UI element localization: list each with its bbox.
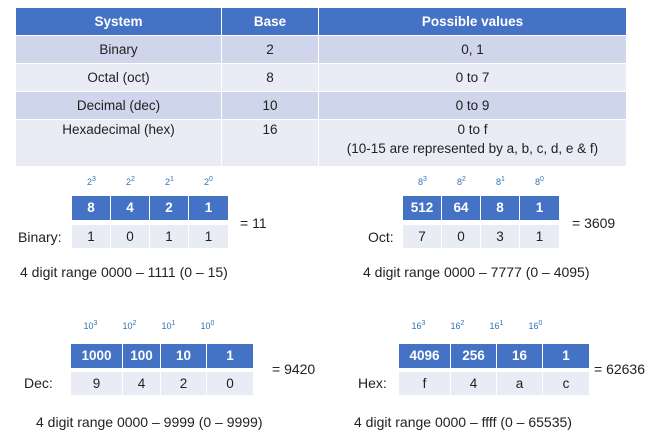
hex-label: Hex: — [358, 375, 387, 391]
table-row: Hexadecimal (hex) 16 0 to f (10-15 are r… — [16, 119, 626, 166]
cell-values: 0 to f (10-15 are represented by a, b, c… — [318, 119, 626, 166]
power-label: 80 — [535, 176, 544, 187]
digit-cell: 4 — [451, 371, 497, 395]
place-value-cell: 2 — [150, 196, 189, 220]
cell-values: 0 to 9 — [318, 91, 626, 120]
decimal-label: Dec: — [24, 375, 53, 391]
hex-place-values: 4096 256 16 1 — [399, 344, 589, 368]
digit-cell: 0 — [111, 224, 150, 248]
binary-example: 23 22 21 20 8 4 2 1 Binary: 1 0 1 1 = 11… — [0, 176, 320, 286]
cell-base: 16 — [221, 119, 319, 166]
octal-place-values: 512 64 8 1 — [403, 196, 559, 220]
hex-letters-note: (10-15 are represented by a, b, c, d, e … — [346, 141, 599, 156]
power-label: 102 — [122, 320, 137, 331]
binary-digits: 1 0 1 1 — [72, 224, 228, 248]
binary-range: 4 digit range 0000 – 1111 (0 – 15) — [20, 264, 228, 280]
decimal-place-values: 1000 100 10 1 — [71, 344, 253, 368]
power-label: 161 — [489, 320, 504, 331]
binary-place-values: 8 4 2 1 — [72, 196, 228, 220]
place-value-cell: 512 — [403, 196, 442, 220]
digit-cell: f — [399, 371, 451, 395]
digit-cell: 2 — [161, 371, 207, 395]
digit-cell: 1 — [150, 224, 189, 248]
binary-label: Binary: — [18, 229, 62, 245]
place-value-cell: 4096 — [399, 344, 451, 368]
table-row: Octal (oct) 8 0 to 7 — [16, 63, 626, 92]
place-value-cell: 10 — [161, 344, 207, 368]
digit-cell: c — [543, 371, 589, 395]
power-label: 83 — [418, 176, 427, 187]
octal-digits: 7 0 3 1 — [403, 224, 559, 248]
number-systems-table: System Base Possible values Binary 2 0, … — [16, 8, 626, 166]
decimal-digits: 9 4 2 0 — [71, 371, 253, 395]
header-possible-values: Possible values — [318, 8, 626, 36]
power-label: 163 — [411, 320, 426, 331]
place-value-cell: 1 — [207, 344, 253, 368]
cell-system: Binary — [16, 35, 222, 64]
table-row: Decimal (dec) 10 0 to 9 — [16, 91, 626, 120]
decimal-result: = 9420 — [272, 361, 316, 377]
power-label: 162 — [450, 320, 465, 331]
place-value-cell: 1 — [189, 196, 228, 220]
power-label: 100 — [200, 320, 215, 331]
octal-example: 83 82 81 80 512 64 8 1 Oct: 7 0 3 1 = 36… — [330, 176, 650, 286]
decimal-powers: 103 102 101 100 — [71, 320, 227, 331]
cell-system: Decimal (dec) — [16, 91, 222, 120]
cell-base: 10 — [221, 91, 319, 120]
cell-system: Octal (oct) — [16, 63, 222, 92]
place-value-cell: 8 — [72, 196, 111, 220]
hex-digits: f 4 a c — [399, 371, 589, 395]
binary-powers: 23 22 21 20 — [72, 176, 228, 187]
power-label: 20 — [204, 176, 213, 187]
place-value-cell: 64 — [442, 196, 481, 220]
cell-system: Hexadecimal (hex) — [16, 119, 222, 166]
place-value-cell: 1 — [543, 344, 589, 368]
binary-result: = 11 — [240, 215, 267, 231]
digit-cell: 4 — [123, 371, 161, 395]
digit-cell: 1 — [520, 224, 559, 248]
digit-cell: 9 — [71, 371, 123, 395]
octal-range: 4 digit range 0000 – 7777 (0 – 4095) — [363, 264, 590, 280]
cell-values: 0 to 7 — [318, 63, 626, 92]
place-value-cell: 1 — [520, 196, 559, 220]
power-label: 101 — [161, 320, 176, 331]
power-label: 22 — [126, 176, 135, 187]
octal-result: = 3609 — [572, 215, 616, 231]
cell-base: 8 — [221, 63, 319, 92]
decimal-example: 103 102 101 100 1000 100 10 1 Dec: 9 4 2… — [0, 320, 330, 440]
header-base: Base — [221, 8, 319, 36]
power-label: 82 — [457, 176, 466, 187]
digit-cell: 0 — [207, 371, 253, 395]
place-value-cell: 8 — [481, 196, 520, 220]
hex-result: = 62636 — [594, 361, 645, 377]
digit-cell: 3 — [481, 224, 520, 248]
octal-powers: 83 82 81 80 — [403, 176, 559, 187]
power-label: 81 — [496, 176, 505, 187]
digit-cell: 1 — [189, 224, 228, 248]
power-label: 160 — [528, 320, 543, 331]
decimal-range: 4 digit range 0000 – 9999 (0 – 9999) — [36, 414, 263, 430]
place-value-cell: 1000 — [71, 344, 123, 368]
octal-label: Oct: — [368, 229, 394, 245]
power-label: 103 — [83, 320, 98, 331]
cell-values: 0, 1 — [318, 35, 626, 64]
power-label: 23 — [87, 176, 96, 187]
place-value-cell: 256 — [451, 344, 497, 368]
hex-example: 163 162 161 160 4096 256 16 1 Hex: f 4 a… — [330, 320, 655, 440]
hex-range: 4 digit range 0000 – ffff (0 – 65535) — [354, 414, 572, 430]
power-label: 21 — [165, 176, 174, 187]
digit-cell: 1 — [72, 224, 111, 248]
place-value-cell: 16 — [497, 344, 543, 368]
digit-cell: 0 — [442, 224, 481, 248]
table-row: Binary 2 0, 1 — [16, 35, 626, 64]
hex-powers: 163 162 161 160 — [399, 320, 555, 331]
values-text: 0 to f — [457, 122, 488, 137]
place-value-cell: 100 — [123, 344, 161, 368]
digit-cell: 7 — [403, 224, 442, 248]
place-value-cell: 4 — [111, 196, 150, 220]
table-header-row: System Base Possible values — [16, 8, 626, 36]
cell-base: 2 — [221, 35, 319, 64]
digit-cell: a — [497, 371, 543, 395]
header-system: System — [16, 8, 222, 36]
